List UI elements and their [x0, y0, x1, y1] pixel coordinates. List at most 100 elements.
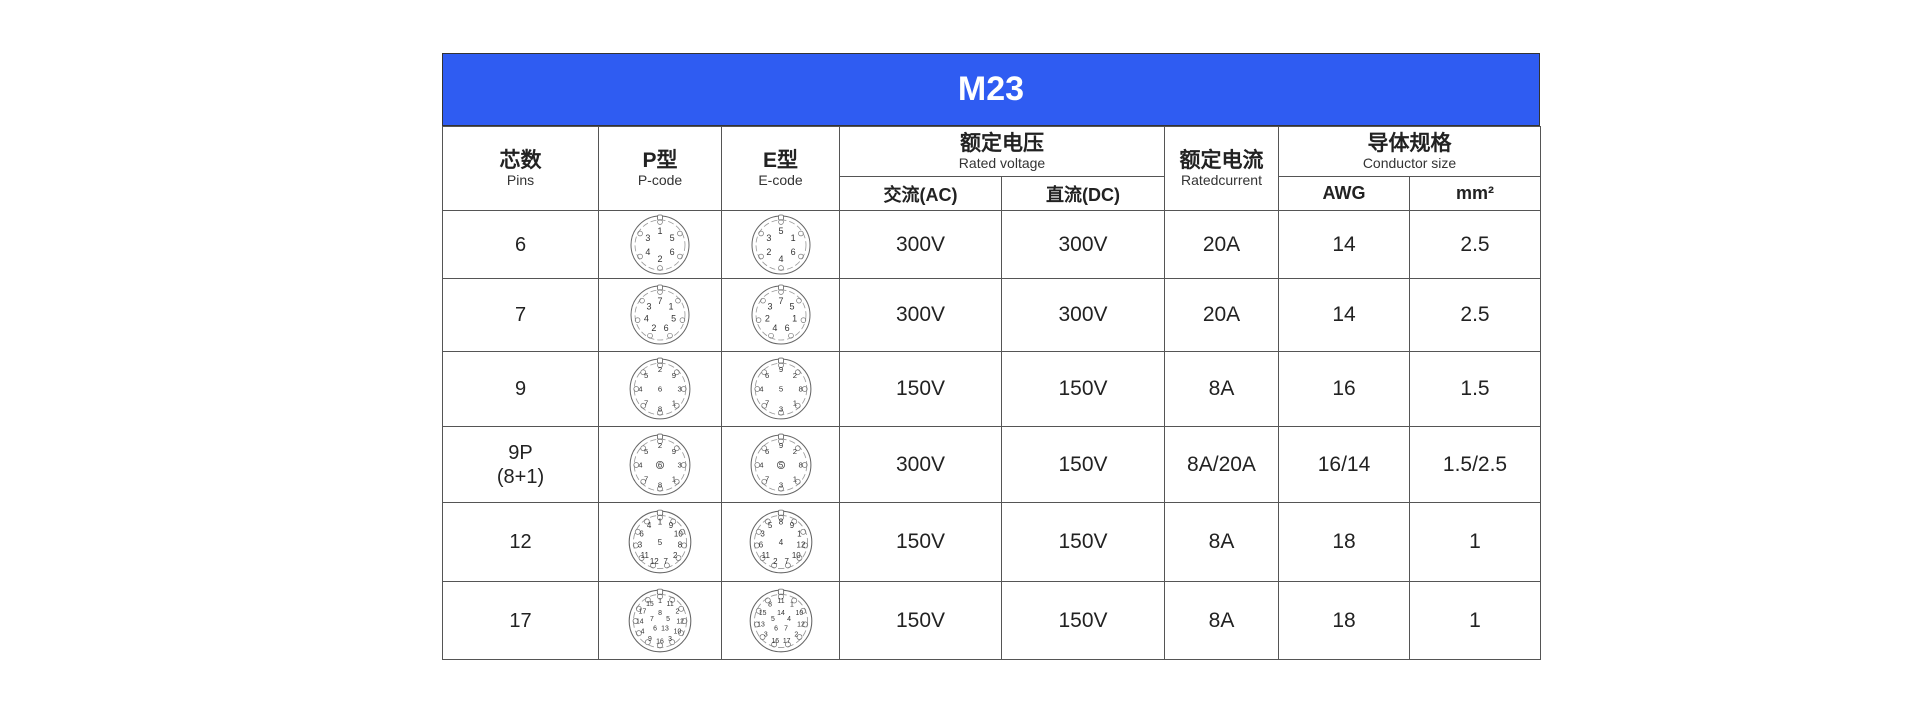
- cell-pins: 17: [442, 581, 599, 660]
- svg-text:1: 1: [792, 313, 797, 323]
- svg-text:12: 12: [650, 557, 659, 566]
- svg-text:6: 6: [664, 323, 669, 333]
- svg-text:3: 3: [638, 541, 643, 550]
- svg-text:5: 5: [670, 233, 675, 243]
- cell-pins: 7: [442, 278, 599, 352]
- pins-label: 9P: [508, 441, 533, 464]
- svg-text:7: 7: [644, 474, 648, 483]
- cell-awg: 16/14: [1278, 426, 1410, 503]
- svg-text:6: 6: [658, 385, 662, 394]
- svg-text:5: 5: [666, 615, 670, 622]
- svg-text:2: 2: [764, 313, 769, 323]
- svg-text:9: 9: [789, 521, 794, 530]
- svg-text:8: 8: [798, 460, 802, 469]
- p-code-connector-icon: 2 931 8 745 6: [629, 357, 691, 420]
- header-conductor-size: 导体规格 Conductor size: [1277, 126, 1542, 177]
- svg-text:14: 14: [777, 609, 785, 616]
- header-dc: 直流(DC): [1001, 176, 1165, 211]
- cell-current: 8A: [1164, 502, 1279, 582]
- cell-e-diagram: 11 1 10 12 2 17 16 3 13 15 8 14 4 7 6 5: [721, 581, 840, 660]
- svg-text:14: 14: [636, 618, 644, 625]
- svg-text:7: 7: [778, 296, 783, 306]
- svg-text:5: 5: [767, 521, 772, 530]
- cell-current: 8A/20A: [1164, 426, 1279, 503]
- svg-text:7: 7: [650, 615, 654, 622]
- cell-pins: 6: [442, 210, 599, 279]
- svg-text:4: 4: [638, 385, 643, 394]
- cell-dc: 150V: [1001, 426, 1165, 503]
- spec-table-wrapper: M23 芯数 Pins P型 P-code E型 E-code: [442, 53, 1542, 662]
- cell-awg: 14: [1278, 278, 1410, 352]
- svg-text:9: 9: [669, 521, 674, 530]
- svg-text:6: 6: [774, 625, 778, 632]
- cell-pins: 9P (8+1): [442, 426, 599, 503]
- cell-awg: 14: [1278, 210, 1410, 279]
- svg-text:4: 4: [759, 460, 764, 469]
- cell-awg: 18: [1278, 581, 1410, 660]
- svg-text:10: 10: [791, 551, 800, 560]
- svg-text:2: 2: [773, 557, 778, 566]
- svg-text:8: 8: [678, 541, 683, 550]
- cell-mm2: 1: [1408, 581, 1542, 660]
- svg-text:16: 16: [656, 638, 664, 645]
- cell-current: 8A: [1164, 581, 1279, 660]
- svg-text:3: 3: [677, 385, 681, 394]
- cell-dc: 150V: [1001, 351, 1165, 427]
- table-row: 12 1 9 10 8 2 7 12 11 3 6 4 5 8 9 1 12 10 7 2 11 6 3 5 4 150V …: [442, 502, 1542, 582]
- header-rated-voltage: 额定电压 Rated voltage: [839, 126, 1165, 177]
- header-e-code: E型 E-code: [721, 126, 840, 211]
- cell-dc: 150V: [1001, 581, 1165, 660]
- svg-text:11: 11: [777, 598, 784, 605]
- e-code-connector-icon: 51 642 3: [751, 214, 810, 274]
- svg-text:16: 16: [771, 637, 779, 644]
- svg-text:1: 1: [658, 598, 662, 605]
- cell-ac: 300V: [839, 210, 1002, 279]
- cell-current: 20A: [1164, 210, 1279, 279]
- svg-text:1: 1: [657, 226, 662, 236]
- table-title: M23: [442, 53, 1540, 126]
- svg-text:15: 15: [646, 600, 654, 607]
- svg-text:3: 3: [763, 631, 767, 638]
- svg-text:1: 1: [672, 399, 676, 408]
- svg-text:5: 5: [644, 446, 648, 455]
- svg-text:4: 4: [772, 323, 777, 333]
- header-rated-current: 额定电流 Ratedcurrent: [1164, 126, 1279, 211]
- svg-text:5: 5: [778, 460, 782, 469]
- svg-text:5: 5: [778, 385, 782, 394]
- svg-text:2: 2: [658, 441, 662, 450]
- svg-text:10: 10: [795, 610, 803, 617]
- svg-text:2: 2: [766, 247, 771, 257]
- cell-pins: 9: [442, 351, 599, 427]
- header-awg: AWG: [1278, 176, 1410, 211]
- cell-e-diagram: 8 9 1 12 10 7 2 11 6 3 5 4: [721, 502, 840, 582]
- cell-dc: 300V: [1001, 278, 1165, 352]
- svg-text:1: 1: [658, 518, 663, 527]
- svg-text:7: 7: [764, 399, 768, 408]
- svg-text:3: 3: [767, 301, 772, 311]
- table-row: 17 1 11 2 12 10 3 16 9 4 14 17 15 8 5 13 6 7 11 1 10 12 2 17 1…: [442, 581, 1542, 660]
- header-ac: 交流(AC): [839, 176, 1002, 211]
- svg-text:3: 3: [677, 460, 681, 469]
- svg-text:1: 1: [789, 601, 793, 608]
- cell-ac: 300V: [839, 278, 1002, 352]
- svg-text:2: 2: [676, 608, 680, 615]
- cell-awg: 18: [1278, 502, 1410, 582]
- svg-text:1: 1: [672, 474, 676, 483]
- header-pins: 芯数 Pins: [442, 126, 599, 211]
- svg-text:2: 2: [792, 446, 796, 455]
- svg-text:2: 2: [658, 365, 662, 374]
- svg-text:5: 5: [778, 226, 783, 236]
- svg-text:1: 1: [797, 529, 802, 538]
- cell-dc: 150V: [1001, 502, 1165, 582]
- svg-text:3: 3: [645, 233, 650, 243]
- svg-text:3: 3: [760, 529, 765, 538]
